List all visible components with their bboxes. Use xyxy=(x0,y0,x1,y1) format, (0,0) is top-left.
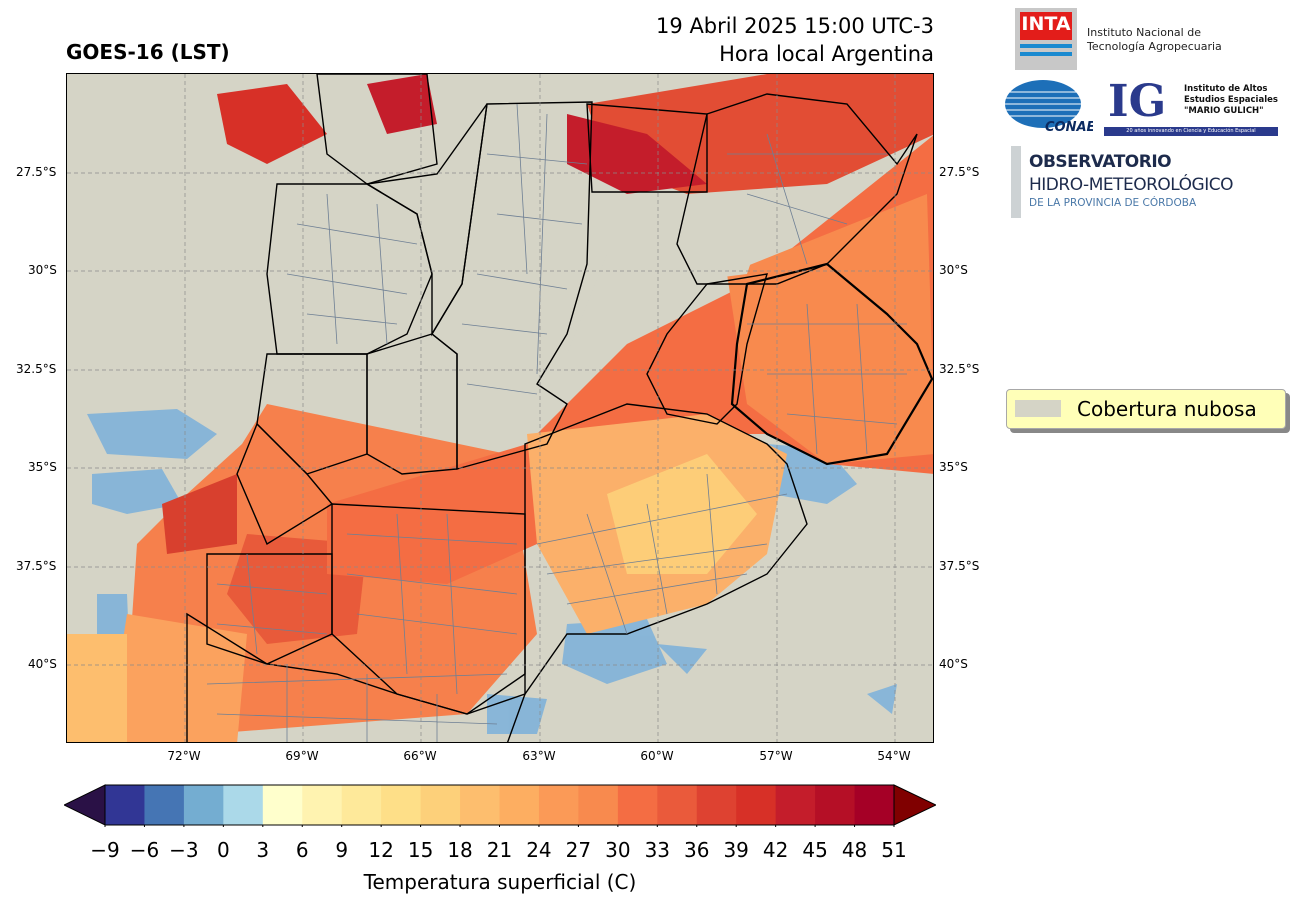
colorbar-segment xyxy=(538,785,579,825)
colorbar-label: Temperatura superficial (C) xyxy=(363,870,637,894)
inta-logo: INTA Instituto Nacional de Tecnología Ag… xyxy=(1015,8,1235,72)
lon-label-69w: 69°W xyxy=(285,749,319,763)
colorbar-tick-label: 30 xyxy=(605,838,631,862)
temperature-colorbar xyxy=(64,784,936,827)
colorbar-tick-label: 48 xyxy=(841,838,868,862)
lat-label-left-30: 30°S xyxy=(28,263,57,277)
lat-label-left-40: 40°S xyxy=(28,657,57,671)
observatorio-bar xyxy=(1011,146,1021,218)
ig-logo: IG Instituto de Altos Estudios Espaciale… xyxy=(1104,76,1278,136)
observatorio-logo: OBSERVATORIO HIDRO-METEOROLÓGICO DE LA P… xyxy=(1011,146,1251,218)
lat-label-right-27-5: 27.5°S xyxy=(939,165,980,179)
cloud-cover-label: Cobertura nubosa xyxy=(1077,397,1257,421)
colorbar-segment xyxy=(854,785,895,825)
observatorio-line-3: DE LA PROVINCIA DE CÓRDOBA xyxy=(1029,197,1197,209)
colorbar-tick-label: 39 xyxy=(723,838,749,862)
inta-mark: INTA xyxy=(1015,8,1077,70)
colorbar-segment xyxy=(341,785,382,825)
inta-text-line-1: Instituto Nacional de xyxy=(1087,26,1201,39)
map-title: GOES-16 (LST) xyxy=(66,40,230,64)
map-canvas xyxy=(67,74,933,742)
colorbar-tick-label: 42 xyxy=(762,838,789,862)
colorbar-tick-label: 15 xyxy=(407,838,434,862)
colorbar-tick-label: 12 xyxy=(368,838,394,862)
colorbar-segment xyxy=(736,785,777,825)
lat-label-left-32-5: 32.5°S xyxy=(16,362,57,376)
lat-label-right-37-5: 37.5°S xyxy=(939,559,980,573)
cloud-cover-legend: Cobertura nubosa xyxy=(1006,389,1286,429)
colorbar-segment xyxy=(578,785,619,825)
colorbar-segment xyxy=(105,785,145,825)
conae-globe-icon: CONAE xyxy=(1005,80,1096,135)
colorbar-segment xyxy=(460,785,500,825)
graticule xyxy=(67,74,933,742)
conae-word: CONAE xyxy=(1045,120,1093,134)
colorbar-segment xyxy=(499,785,540,825)
colorbar-under-arrow xyxy=(64,784,106,826)
colorbar-segment xyxy=(617,785,658,825)
ig-tagline: 20 años innovando en Ciencia y Educación… xyxy=(1104,127,1278,136)
ig-text: Instituto de Altos Estudios Espaciales "… xyxy=(1184,84,1278,117)
time-zone-line: Hora local Argentina xyxy=(719,42,934,66)
colorbar-tick-label: 33 xyxy=(644,838,671,862)
lat-label-left-37-5: 37.5°S xyxy=(16,559,57,573)
cold-sea-patches xyxy=(87,409,897,734)
lon-label-66w: 66°W xyxy=(403,749,437,763)
colorbar-tick-label: −9 xyxy=(90,838,120,862)
colorbar-segment xyxy=(381,785,422,825)
colorbar-segment xyxy=(420,785,461,825)
department-boundaries xyxy=(206,103,907,742)
date-line: 19 Abril 2025 15:00 UTC-3 xyxy=(656,14,934,38)
lat-label-left-27-5: 27.5°S xyxy=(16,165,57,179)
colorbar-tick-label: −3 xyxy=(169,838,199,862)
ig-word: IG xyxy=(1108,76,1167,127)
colorbar-tick-label: 45 xyxy=(802,838,828,862)
colorbar-tick-label: 36 xyxy=(684,838,710,862)
lat-label-right-35: 35°S xyxy=(939,460,968,474)
lon-label-72w: 72°W xyxy=(167,749,201,763)
lat-label-left-35: 35°S xyxy=(28,460,57,474)
colorbar-tick-label: 24 xyxy=(526,838,552,862)
lat-label-right-30: 30°S xyxy=(939,263,968,277)
colorbar-segment xyxy=(302,785,343,825)
colorbar-tick-label: 3 xyxy=(256,838,270,862)
lon-label-57w: 57°W xyxy=(759,749,793,763)
lat-label-right-32-5: 32.5°S xyxy=(939,362,980,376)
cloud-cover-swatch xyxy=(1015,400,1061,417)
colorbar-tick-label: 21 xyxy=(486,838,513,862)
colorbar-segment xyxy=(815,785,856,825)
colorbar-segment xyxy=(657,785,698,825)
colorbar-segment xyxy=(144,785,185,825)
date-block: 19 Abril 2025 15:00 UTC-3 Hora local Arg… xyxy=(656,12,934,68)
lon-label-54w: 54°W xyxy=(877,749,911,763)
colorbar-segment xyxy=(223,785,264,825)
temperature-map xyxy=(66,73,934,743)
colorbar-over-arrow xyxy=(893,784,936,826)
colorbar-tick-label: 6 xyxy=(295,838,309,862)
ig-text-line-2: Estudios Espaciales xyxy=(1184,95,1278,105)
lat-label-right-40: 40°S xyxy=(939,657,968,671)
colorbar-segment xyxy=(262,785,303,825)
lon-label-60w: 60°W xyxy=(640,749,674,763)
colorbar-segment xyxy=(696,785,737,825)
colorbar-tick-label: 9 xyxy=(335,838,349,862)
ig-text-line-3: "MARIO GULICH" xyxy=(1184,106,1264,116)
lon-label-63w: 63°W xyxy=(522,749,556,763)
inta-text-line-2: Tecnología Agropecuaria xyxy=(1087,40,1222,53)
colorbar-tick-label: 27 xyxy=(565,838,592,862)
conae-logo: CONAE xyxy=(1003,78,1096,135)
colorbar-tick-label: −6 xyxy=(129,838,160,862)
inta-text: Instituto Nacional de Tecnología Agropec… xyxy=(1087,26,1222,54)
colorbar-tick-label: 0 xyxy=(216,838,230,862)
colorbar-tick-label: 51 xyxy=(881,838,907,862)
ig-text-line-1: Instituto de Altos xyxy=(1184,84,1268,94)
observatorio-line-2: HIDRO-METEOROLÓGICO xyxy=(1029,175,1233,195)
temperature-field xyxy=(67,74,933,742)
colorbar-tick-label: 18 xyxy=(447,838,473,862)
colorbar-segment xyxy=(775,785,816,825)
province-boundaries xyxy=(186,74,933,742)
colorbar-segment xyxy=(183,785,224,825)
inta-word: INTA xyxy=(1021,13,1071,35)
observatorio-line-1: OBSERVATORIO xyxy=(1029,152,1172,172)
